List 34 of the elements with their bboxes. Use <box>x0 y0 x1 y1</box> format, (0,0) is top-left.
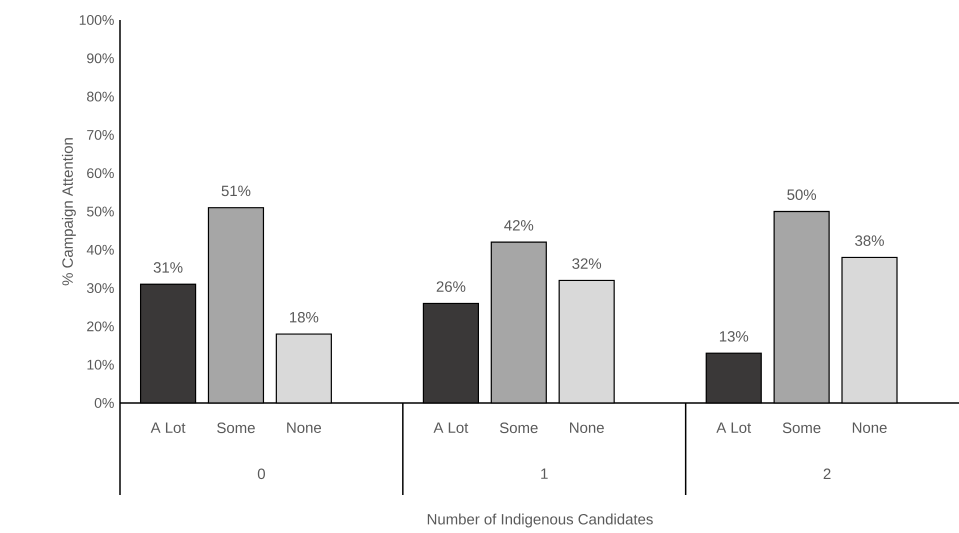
data-label: 13% <box>720 331 748 342</box>
y-tick-label: 10% <box>88 360 114 370</box>
text: A Lot <box>434 422 468 433</box>
text: A Lot <box>716 422 752 433</box>
y-tick-label: 20% <box>87 321 114 332</box>
data-label: 31% <box>154 262 182 273</box>
series-label: A Lot <box>150 422 186 433</box>
y-tick-label: 30% <box>86 283 114 294</box>
text: None <box>570 422 604 433</box>
y-axis-title: % Campaign Attention <box>62 138 76 286</box>
data-label: 51% <box>222 186 250 196</box>
y-tick-label: 70% <box>87 130 114 140</box>
data-label: 18% <box>290 312 318 323</box>
y-tick-label: 80% <box>87 92 114 102</box>
y-tick-label: 90% <box>87 53 114 64</box>
x-tick-label: 1 <box>541 468 548 479</box>
data-label: 26% <box>436 281 466 292</box>
series-label: Some <box>217 422 255 434</box>
y-tick-label: 100% <box>80 15 114 25</box>
text: Some <box>782 422 820 434</box>
series-label: None <box>287 422 322 433</box>
text: Some <box>500 422 538 434</box>
y-tick-label: 60% <box>87 168 114 178</box>
x-tick-label: 0 <box>258 468 265 480</box>
x-tick-label: 2 <box>824 468 830 479</box>
y-tick-label: 0% <box>94 398 114 408</box>
y-tick-label: 50% <box>87 206 114 216</box>
x-axis-title: Number of Indigenous Candidates <box>428 514 653 528</box>
data-label: 32% <box>572 258 602 269</box>
text: None <box>852 422 887 433</box>
data-label: 50% <box>787 189 816 200</box>
data-label: 38% <box>855 235 884 246</box>
data-label: 42% <box>504 220 534 231</box>
y-tick-label: 40% <box>86 244 114 255</box>
